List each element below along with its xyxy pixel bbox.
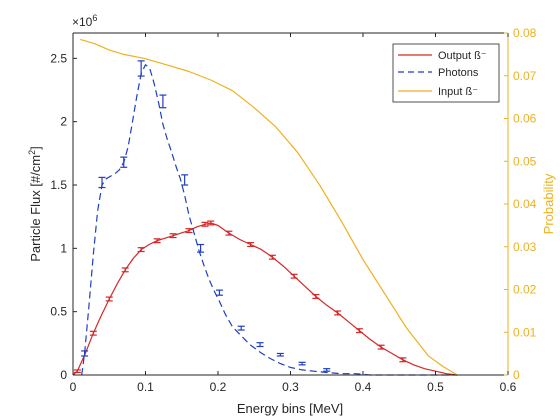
y-left-ticks: 0 0.5 1 1.5 2 2.5 — [50, 51, 77, 382]
error-bar-photons — [120, 156, 128, 168]
legend: Output ß⁻ Photons Input ß⁻ — [392, 43, 500, 103]
exponent-label: ×106 — [72, 13, 97, 29]
error-bar-output — [247, 242, 255, 248]
x-axis-label: Energy bins [MeV] — [237, 401, 343, 416]
y-left-tick-label: 2 — [60, 115, 67, 129]
error-bar-photons — [256, 342, 264, 348]
y-left-tick-label: 0 — [60, 368, 67, 382]
error-bar-photons — [298, 361, 306, 366]
error-bar-output — [185, 228, 193, 234]
error-bar-photons — [197, 243, 205, 253]
y-right-ticks: 0 0.01 0.02 0.03 0.04 0.05 0.06 0.07 0.08 — [504, 26, 537, 382]
x-tick-label: 0 — [70, 380, 77, 394]
error-bar-output — [207, 220, 215, 226]
x-tick-label: 0.4 — [355, 380, 372, 394]
series-line-photons — [81, 64, 458, 376]
error-bar-photons — [237, 325, 245, 331]
error-bar-photons — [137, 60, 145, 77]
y-left-tick-label: 1.5 — [50, 178, 67, 192]
error-bar-photons — [323, 368, 331, 372]
error-bar-photons — [215, 289, 223, 296]
y-right-tick-label: 0.08 — [513, 26, 537, 40]
y-left-tick-label: 1 — [60, 241, 67, 255]
legend-label-output: Output ß⁻ — [438, 50, 487, 62]
y-left-tick-label: 2.5 — [50, 51, 67, 65]
x-tick-label: 0.3 — [282, 380, 299, 394]
error-bar-photons — [159, 94, 167, 109]
y-right-tick-label: 0.02 — [513, 283, 537, 297]
error-bar-output — [89, 330, 97, 336]
x-tick-label: 0.1 — [137, 380, 154, 394]
y-left-axis-label: Particle Flux [#/cm2] — [27, 146, 43, 262]
error-bar-output — [105, 296, 113, 302]
x-tick-label: 0.2 — [210, 380, 227, 394]
error-bar-output — [169, 233, 177, 239]
y-right-tick-label: 0.06 — [513, 112, 537, 126]
error-bar-output — [268, 254, 276, 260]
x-tick-label: 0.6 — [500, 380, 517, 394]
error-bar-photons — [98, 176, 106, 189]
y-right-tick-label: 0.01 — [513, 325, 537, 339]
error-bar-output — [137, 247, 145, 253]
series-line-input — [80, 38, 458, 376]
y-right-tick-label: 0.05 — [513, 154, 537, 168]
error-bar-photons — [181, 174, 189, 186]
x-tick-label: 0.5 — [427, 380, 444, 394]
error-bar-output — [334, 310, 342, 316]
x-ticks: 0 0.1 0.2 0.3 0.4 0.5 0.6 — [70, 33, 517, 394]
y-left-tick-label: 0.5 — [50, 305, 67, 319]
errorbar-layer — [73, 60, 407, 374]
y-right-tick-label: 0 — [513, 368, 520, 382]
error-bar-photons — [81, 350, 89, 357]
error-bar-output — [121, 267, 129, 273]
error-bar-output — [290, 273, 298, 279]
y-right-axis-label: Probability — [541, 173, 556, 234]
y-right-tick-label: 0.04 — [513, 197, 537, 211]
legend-label-input: Input ß⁻ — [438, 86, 478, 98]
error-bar-output — [201, 221, 209, 227]
error-bar-output — [377, 344, 385, 350]
error-bar-output — [399, 357, 407, 363]
error-bar-photons — [276, 352, 284, 357]
y-right-tick-label: 0.07 — [513, 69, 537, 83]
error-bar-output — [225, 230, 233, 236]
error-bar-output — [153, 238, 161, 244]
legend-label-photons: Photons — [438, 67, 479, 79]
error-bar-output — [73, 369, 81, 374]
error-bar-output — [355, 328, 363, 334]
legend-box — [392, 43, 500, 103]
y-right-tick-label: 0.03 — [513, 240, 537, 254]
error-bar-output — [312, 293, 320, 299]
